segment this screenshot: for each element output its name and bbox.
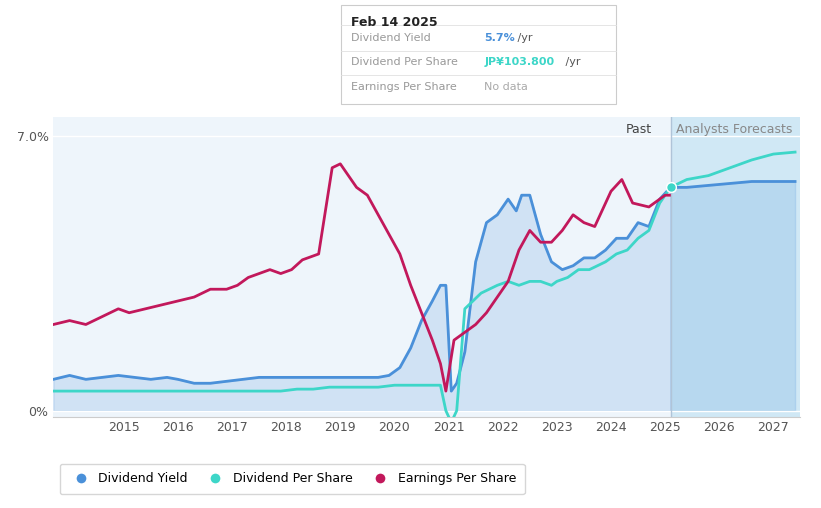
Text: No data: No data: [484, 82, 528, 92]
Text: 5.7%: 5.7%: [484, 33, 515, 43]
Text: Dividend Yield: Dividend Yield: [351, 33, 430, 43]
Text: /yr: /yr: [562, 57, 580, 68]
Text: /yr: /yr: [514, 33, 533, 43]
Bar: [671, 117, 800, 417]
Text: Past: Past: [626, 123, 652, 137]
Text: Feb 14 2025: Feb 14 2025: [351, 16, 438, 29]
Text: JP¥103.800: JP¥103.800: [484, 57, 554, 68]
Legend: Dividend Yield, Dividend Per Share, Earnings Per Share: Dividend Yield, Dividend Per Share, Earn…: [60, 464, 525, 494]
Text: Dividend Per Share: Dividend Per Share: [351, 57, 457, 68]
Text: Analysts Forecasts: Analysts Forecasts: [676, 123, 792, 137]
Text: Earnings Per Share: Earnings Per Share: [351, 82, 456, 92]
